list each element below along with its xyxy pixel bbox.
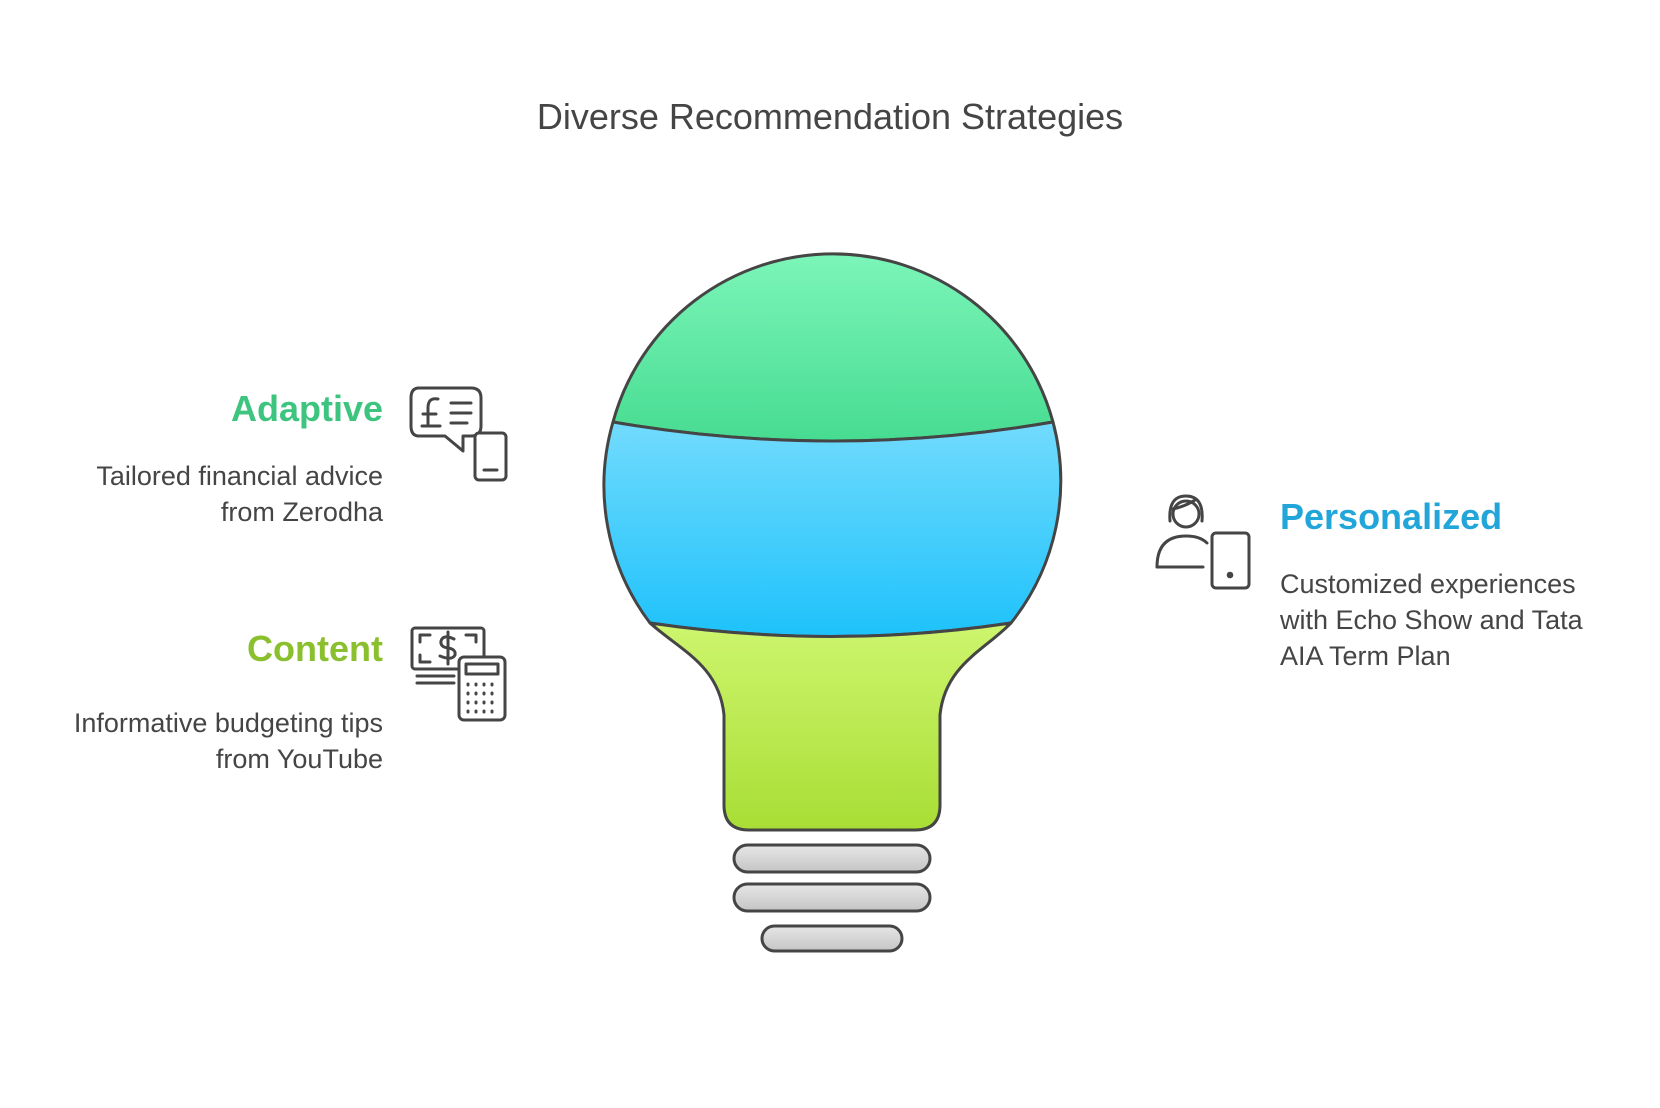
bulb-base-ring [732, 843, 932, 874]
bulb-segment-adaptive [611, 252, 1055, 443]
content-heading: Content [247, 628, 383, 669]
personalized-description: Customized experiences with Echo Show an… [1280, 569, 1583, 671]
pound-chat-phone-icon [409, 386, 508, 482]
cash-calculator-icon [410, 626, 507, 722]
bulb-base-ring [760, 924, 904, 953]
adaptive-heading: Adaptive [230, 388, 383, 429]
bulb-segment-content [648, 621, 1013, 832]
bulb-base-ring [732, 882, 932, 913]
personalized-heading: Personalized [1280, 496, 1503, 537]
adaptive-description: Tailored financial advice from Zerodha [96, 461, 383, 527]
person-tablet-icon [1155, 494, 1251, 590]
diagram-title: Diverse Recommendation Strategies [536, 96, 1124, 137]
content-description: Informative budgeting tips from YouTube [73, 708, 383, 774]
bulb-segment-personalized [602, 420, 1063, 638]
